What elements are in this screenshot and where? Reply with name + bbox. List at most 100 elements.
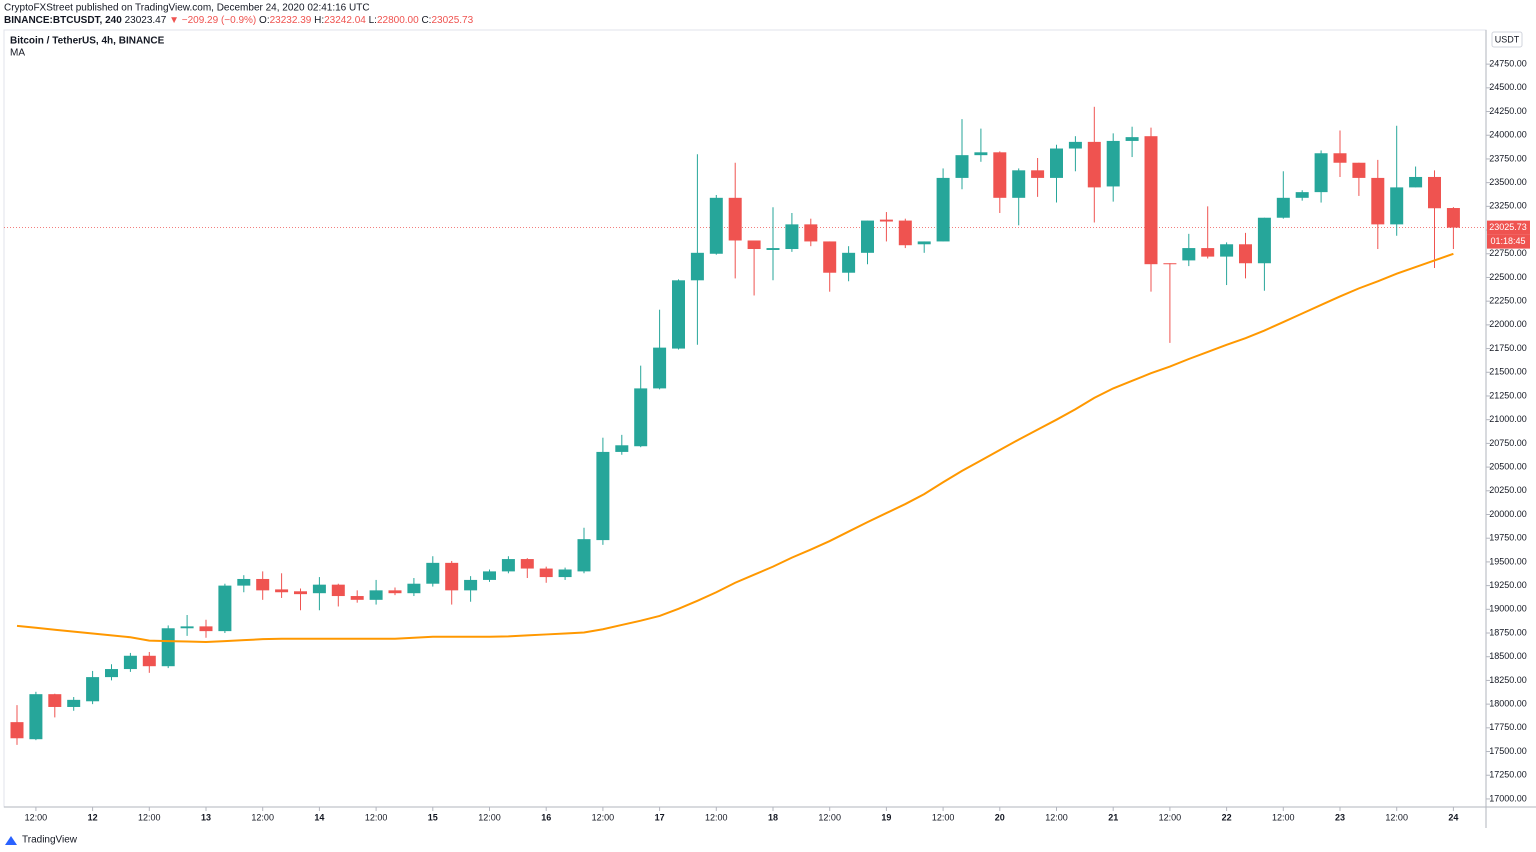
candle-body: [256, 578, 270, 591]
publisher: CryptoFXStreet published on TradingView.…: [4, 3, 370, 14]
x-tick-label: 12:00: [705, 812, 728, 822]
candle-body: [1068, 141, 1082, 149]
candle-body: [1446, 208, 1460, 228]
candle-body: [690, 252, 704, 281]
countdown-badge: [1487, 234, 1530, 249]
y-tick-label: 17750.00: [1489, 722, 1527, 732]
candle-body: [294, 591, 307, 595]
y-tick-label: 19750.00: [1489, 533, 1527, 543]
candle-body: [161, 628, 175, 667]
candle-body: [1031, 170, 1045, 178]
candle-body: [747, 240, 761, 250]
x-tick-label: 12: [88, 812, 98, 822]
x-tick-label: 12:00: [138, 812, 161, 822]
candle-body: [955, 155, 969, 178]
y-tick-label: 17000.00: [1489, 793, 1527, 803]
candle-body: [1050, 148, 1063, 178]
o-value: 23232.39: [270, 15, 312, 26]
y-tick-label: 21500.00: [1489, 367, 1527, 377]
y-tick-label: 18000.00: [1489, 699, 1527, 709]
y-tick-label: 24000.00: [1489, 130, 1527, 140]
chart-title: Bitcoin / TetherUS, 4h, BINANCE: [10, 36, 165, 47]
candle-body: [445, 562, 459, 591]
x-tick-label: 12:00: [365, 812, 388, 822]
change: ▼ −209.29 (−0.9%): [169, 15, 256, 26]
candle-body: [1220, 244, 1234, 257]
candle-body: [312, 584, 326, 594]
x-tick-label: 12:00: [478, 812, 501, 822]
x-tick-label: 22: [1222, 812, 1232, 822]
candle-body: [483, 571, 496, 580]
candle-body: [728, 197, 742, 241]
candle-body: [1144, 136, 1158, 265]
y-tick-label: 18750.00: [1489, 627, 1527, 637]
x-tick-label: 12:00: [932, 812, 955, 822]
y-tick-label: 24750.00: [1489, 59, 1527, 69]
candle-body: [123, 655, 137, 670]
ma-line: [16, 252, 1454, 644]
x-tick-label: 19: [881, 812, 891, 822]
candle-body: [1201, 248, 1215, 257]
y-tick-label: 20250.00: [1489, 485, 1527, 495]
y-tick-label: 21000.00: [1489, 414, 1527, 424]
x-tick-label: 12:00: [592, 812, 615, 822]
candle-body: [237, 578, 251, 586]
l-label: L:: [369, 15, 377, 26]
candle-body: [577, 539, 591, 572]
candle-body: [936, 177, 950, 242]
candle-body: [218, 585, 232, 632]
x-tick-label: 21: [1108, 812, 1118, 822]
x-tick-label: 12:00: [1385, 812, 1408, 822]
y-tick-label: 21250.00: [1489, 390, 1527, 400]
y-tick-label: 19250.00: [1489, 580, 1527, 590]
brand: TradingView: [22, 835, 78, 846]
candle-body: [653, 347, 667, 389]
y-tick-label: 22500.00: [1489, 272, 1527, 282]
candle-body: [1087, 141, 1101, 188]
candle-body: [917, 241, 931, 245]
header-line: BINANCE:BTCUSDT, 240 23023.47 ▼ −209.29 …: [4, 15, 474, 26]
candle-body: [1239, 244, 1252, 264]
y-tick-label: 21750.00: [1489, 343, 1527, 353]
candle-body: [48, 694, 62, 707]
candle-body: [1314, 153, 1328, 193]
candle-body: [29, 694, 43, 740]
candle-body: [842, 252, 856, 273]
candle-body: [1276, 197, 1290, 218]
y-tick-label: 17500.00: [1489, 746, 1527, 756]
candle-body: [520, 559, 534, 569]
currency: USDT: [1495, 34, 1520, 44]
candle-body: [369, 590, 383, 600]
candle-body: [1257, 217, 1271, 264]
candle-body: [275, 589, 289, 593]
x-tick-label: 17: [655, 812, 665, 822]
candle-body: [199, 626, 213, 632]
candle-body: [1333, 153, 1347, 163]
candle-body: [974, 152, 988, 156]
candle-body: [672, 280, 685, 349]
y-tick-label: 22000.00: [1489, 319, 1527, 329]
l-value: 22800.00: [377, 15, 419, 26]
x-tick-label: 16: [541, 812, 551, 822]
x-tick-label: 18: [768, 812, 778, 822]
candle-body: [879, 219, 893, 222]
y-tick-label: 20000.00: [1489, 509, 1527, 519]
candle-body: [558, 569, 572, 578]
last-price-badge: [1487, 220, 1530, 235]
candle-body: [634, 388, 648, 447]
y-tick-label: 20750.00: [1489, 438, 1527, 448]
candle-body: [1409, 176, 1423, 188]
candle-body: [1295, 192, 1309, 198]
x-tick-label: 20: [995, 812, 1005, 822]
x-tick-label: 15: [428, 812, 438, 822]
x-tick-label: 12:00: [818, 812, 841, 822]
candle-body: [861, 220, 874, 253]
x-tick-label: 24: [1448, 812, 1458, 822]
candle-body: [501, 559, 515, 572]
symbol: BINANCE:BTCUSDT, 240: [4, 15, 122, 26]
last-price-label: 23025.73: [1489, 222, 1527, 232]
candle-body: [426, 562, 440, 584]
candle-body: [709, 197, 723, 254]
y-tick-label: 22750.00: [1489, 248, 1527, 258]
